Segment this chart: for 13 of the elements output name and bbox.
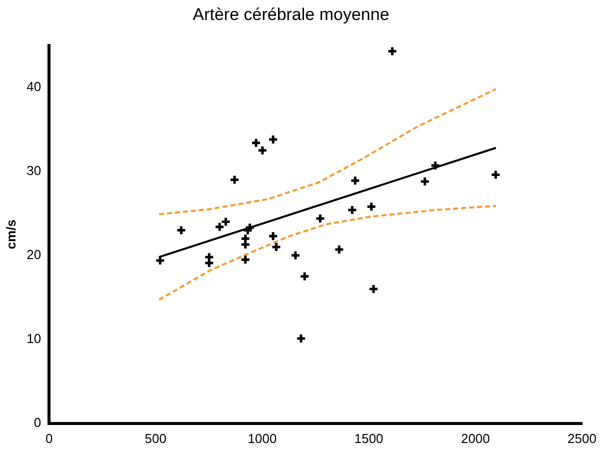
x-tick-label: 1500	[354, 430, 384, 446]
y-tick-label: 30	[26, 162, 42, 178]
x-tick-label: 2500	[568, 430, 596, 446]
x-tick-label: 0	[45, 430, 53, 446]
x-tick-label: 500	[144, 430, 166, 446]
y-tick-label: 40	[26, 78, 42, 94]
x-tick-label: 2000	[460, 430, 490, 446]
y-tick-label: 20	[26, 246, 42, 262]
x-tick-label: 1000	[248, 430, 277, 446]
y-tick-label: 10	[26, 330, 42, 346]
y-tick-label: 0	[34, 414, 42, 430]
chart-title: Artère cérébrale moyenne	[192, 4, 390, 24]
y-axis-title: cm/s	[3, 220, 18, 250]
